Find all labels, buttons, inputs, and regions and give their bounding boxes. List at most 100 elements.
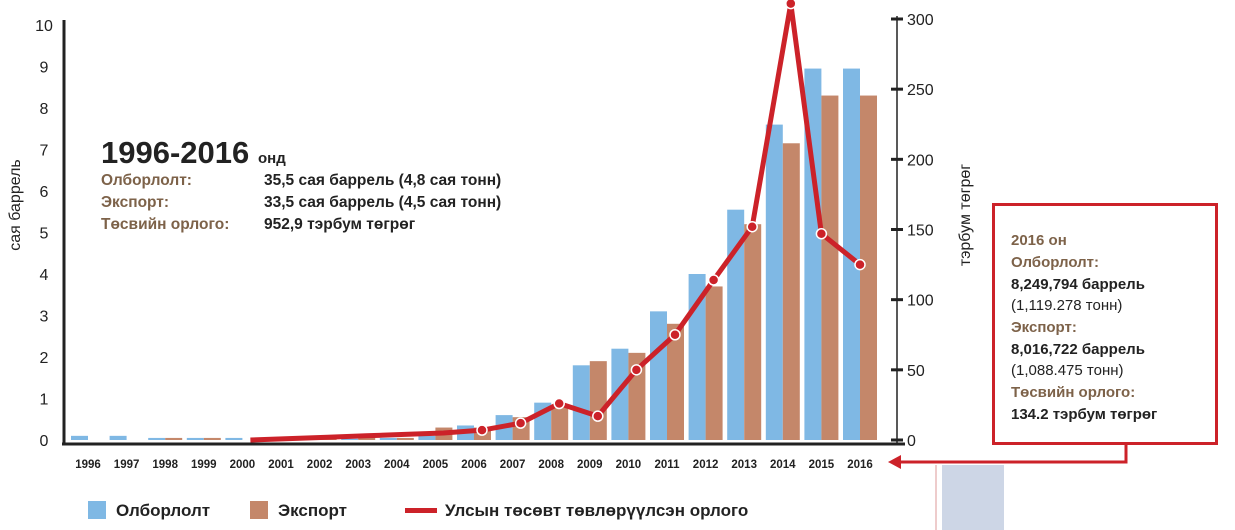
revenue-point [476,424,488,436]
legend-swatch [88,501,106,519]
x-tick-label: 2010 [616,459,642,471]
annotation-label: Экспорт: [101,194,169,211]
callout-prod-tonnes: (1,119.278 тонн) [1011,297,1122,314]
callout-rev-value: 134.2 тэрбум төгрөг [1011,406,1157,423]
annotation-value: 35,5 сая баррель (4,8 сая тонн) [264,172,501,189]
revenue-point [553,397,565,410]
x-tick-label: 2011 [655,459,681,471]
callout-rev-label: Төсвийн орлого: [1011,384,1135,401]
callout-connector [900,445,1128,464]
legend: Олборлолт Экспорт Улсын төсөвт төвлөрүүл… [88,501,748,520]
revenue-point [592,410,604,422]
revenue-point [514,417,527,429]
callout-exp-value: 8,016,722 баррель [1011,341,1145,358]
annotation-label: Төсвийн орлого: [101,216,229,233]
export-bar [782,143,800,440]
x-tick-label: 2012 [693,459,719,471]
period-annotation: 1996-2016 онд Олборлолт: 35,5 сая баррел… [101,135,501,233]
x-tick-label: 1998 [152,459,178,471]
y-tick-label: 8 [40,101,49,118]
production-bar [379,437,397,440]
y-tick-label: 0 [40,433,49,450]
legend-label: Экспорт [278,501,347,520]
legend-label: Улсын төсөвт төвлөрүүлсэн орлого [445,501,748,520]
x-tick-label: 2009 [577,459,603,471]
x-tick-label: 2000 [230,459,256,471]
export-bar [705,286,723,440]
export-bar [358,437,376,440]
production-bar [148,437,166,440]
y2-tick-label: 300 [907,12,934,29]
export-bar [396,437,414,440]
export-bar [165,437,183,440]
x-tick-label: 2013 [731,459,757,471]
x-tick-label: 1997 [114,459,140,471]
x-tick-label: 2004 [384,459,410,471]
y-tick-label: 6 [40,184,49,201]
legend-swatch [250,501,268,519]
x-tick-label: 2016 [847,459,873,471]
x-tick-label: 2014 [770,459,796,471]
x-tick-label: 2005 [423,459,449,471]
annotation-value: 952,9 тэрбум төгрөг [264,216,416,233]
y2-tick-label: 150 [907,223,934,240]
export-bar [551,404,569,440]
legend-label: Олборлолт [116,501,210,520]
export-bar [203,437,221,440]
export-bar [821,95,839,441]
production-bar [418,435,436,440]
export-bar [667,323,684,440]
export-bar [744,224,762,440]
y2-tick-label: 50 [907,363,925,380]
legend-line [405,508,437,513]
production-bar [727,209,745,440]
revenue-point [669,329,681,341]
revenue-point [707,274,720,286]
y2-tick-label: 250 [907,82,934,99]
y2-tick-label: 200 [907,152,934,169]
x-tick-label: 1996 [75,459,101,471]
revenue-point [630,364,643,376]
x-tick-label: 2015 [809,459,835,471]
production-bar [650,311,667,440]
production-bar [572,365,590,440]
production-bar [611,348,629,440]
x-tick-label: 2007 [500,459,526,471]
y-tick-label: 2 [40,350,49,367]
x-tick-label: 2003 [345,459,371,471]
x-tick-label: 2001 [268,459,294,471]
annotation-label: Олборлолт: [101,172,192,189]
production-bar [843,68,860,440]
x-tick-label: 2006 [461,459,487,471]
y2-tick-label: 0 [907,433,916,450]
y-tick-label: 5 [40,226,49,243]
production-bar [186,437,204,440]
annotation-suffix: онд [258,150,286,167]
callout-prod-label: Олборлолт: [1011,254,1099,271]
callout-exp-label: Экспорт: [1011,319,1077,336]
callout-prod-value: 8,249,794 баррель [1011,276,1145,293]
production-bar [71,435,88,440]
revenue-point [854,258,866,271]
export-bar [589,361,607,440]
production-bar [688,274,706,440]
arrow-head-icon [888,455,901,469]
x-tick-label: 1999 [191,459,217,471]
y2-tick-label: 100 [907,293,934,310]
y-tick-label: 9 [40,60,49,77]
y-tick-label: 1 [40,392,49,409]
annotation-value: 33,5 сая баррель (4,5 сая тонн) [264,194,501,211]
callout-exp-tonnes: (1,088.475 тонн) [1011,362,1124,379]
export-bar [860,95,877,441]
y-tick-label: 10 [35,18,53,35]
chart-marks: 1996 1997 1998 1999 2000 2001 2002 2003 2004 2005… [7,0,1128,530]
revenue-point [746,220,758,233]
production-bar [804,68,822,440]
callout-border [992,203,1218,445]
production-bar [225,437,243,440]
production-bar [341,438,359,440]
callout-2016: 2016 он Олборлолт: 8,249,794 баррель (1,… [992,203,1218,445]
revenue-point [785,0,797,10]
